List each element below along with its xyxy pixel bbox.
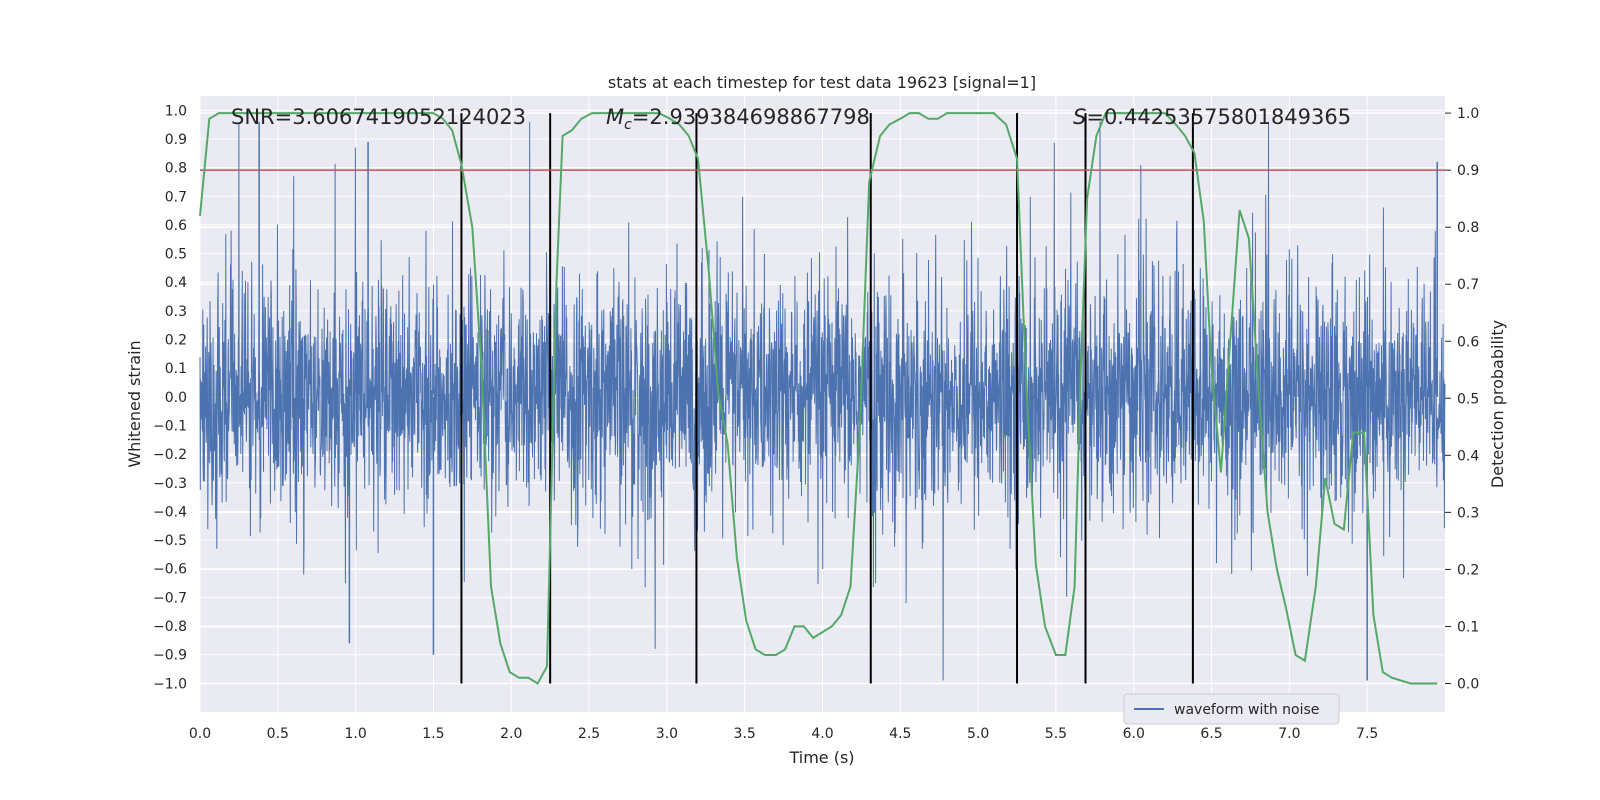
snr-annotation: SNR=3.6067419052124023 (231, 105, 526, 129)
y-tick-label: 1.0 (165, 103, 187, 119)
y-tick-label: −0.3 (153, 476, 187, 492)
x-tick-label: 5.5 (1045, 726, 1067, 742)
y2-axis-ticks: 1.0 0.9 0.8 0.7 0.6 0.5 0.4 0.3 0.2 0.1 0.0 (1445, 106, 1479, 692)
y-tick-label: −0.7 (153, 590, 187, 606)
x-tick-label: 3.0 (656, 726, 678, 742)
x-tick-label: 7.0 (1278, 726, 1300, 742)
x-tick-label: 2.0 (500, 726, 522, 742)
x-axis-ticks: 0.0 0.5 1.0 1.5 2.0 2.5 3.0 3.5 4.0 4.5 5.0 5.5 6.0 6… (189, 726, 1378, 742)
y-tick-label: −0.6 (153, 562, 187, 578)
y2-axis-label: Detection probability (1488, 320, 1507, 488)
y-tick-label: −0.8 (153, 619, 187, 635)
y2-tick-label: 0.5 (1457, 391, 1479, 407)
waveform-series (199, 121, 1446, 681)
y-tick-label: 0.2 (165, 333, 187, 349)
segment-lines (460, 113, 1194, 684)
y-axis-ticks: 1.0 0.9 0.8 0.7 0.6 0.5 0.4 0.3 0.2 0.1 0.0 −0.1 −0.… (153, 103, 187, 692)
waveform-line (199, 121, 1446, 681)
x-tick-label: 0.0 (189, 726, 211, 742)
x-tick-label: 4.0 (811, 726, 833, 742)
y-tick-label: 0.8 (165, 161, 187, 177)
y-tick-label: 0.3 (165, 304, 187, 320)
chart-title: stats at each timestep for test data 196… (608, 73, 1036, 92)
y-tick-label: −0.1 (153, 418, 187, 434)
y-tick-label: −0.4 (153, 504, 187, 520)
chirp-mass-annotation: Mc=2.939384698867798 (606, 105, 870, 133)
x-tick-label: 1.0 (344, 726, 366, 742)
legend-box (1123, 693, 1340, 725)
y-tick-label: 0.5 (165, 247, 187, 263)
x-tick-label: 6.5 (1200, 726, 1222, 742)
legend: waveform with noise (1123, 693, 1340, 725)
legend-label: waveform with noise (1174, 702, 1319, 718)
y-tick-label: 0.6 (165, 218, 187, 234)
x-tick-label: 1.5 (422, 726, 444, 742)
x-tick-label: 4.5 (889, 726, 911, 742)
y-tick-label: 0.0 (165, 390, 187, 406)
spin-annotation: S=0.44253575801849365 (1073, 105, 1351, 129)
y-tick-label: −0.5 (153, 533, 187, 549)
y-tick-label: −0.2 (153, 447, 187, 463)
x-tick-label: 7.5 (1356, 726, 1378, 742)
y2-tick-label: 1.0 (1457, 106, 1479, 122)
x-tick-label: 0.5 (267, 726, 289, 742)
y-tick-label: 0.9 (165, 132, 187, 148)
y-tick-label: −0.9 (153, 648, 187, 664)
y2-tick-label: 0.6 (1457, 334, 1479, 350)
y2-tick-label: 0.7 (1457, 277, 1479, 293)
x-axis-label: Time (s) (788, 748, 854, 767)
y2-tick-label: 0.1 (1457, 619, 1479, 635)
detection-probability-line (199, 112, 1438, 685)
y-tick-label: 0.7 (165, 189, 187, 205)
y-tick-label: 0.4 (165, 275, 187, 291)
y-tick-label: −1.0 (153, 676, 187, 692)
x-tick-label: 2.5 (578, 726, 600, 742)
x-tick-label: 3.5 (734, 726, 756, 742)
y-axis-label: Whitened strain (125, 340, 144, 467)
y2-tick-label: 0.9 (1457, 163, 1479, 179)
x-tick-label: 5.0 (967, 726, 989, 742)
y2-tick-label: 0.0 (1457, 676, 1479, 692)
y2-tick-label: 0.4 (1457, 448, 1479, 464)
x-tick-label: 6.0 (1123, 726, 1145, 742)
y-tick-label: 0.1 (165, 361, 187, 377)
y2-tick-label: 0.8 (1457, 220, 1479, 236)
y2-tick-label: 0.2 (1457, 562, 1479, 578)
y2-tick-label: 0.3 (1457, 505, 1479, 521)
